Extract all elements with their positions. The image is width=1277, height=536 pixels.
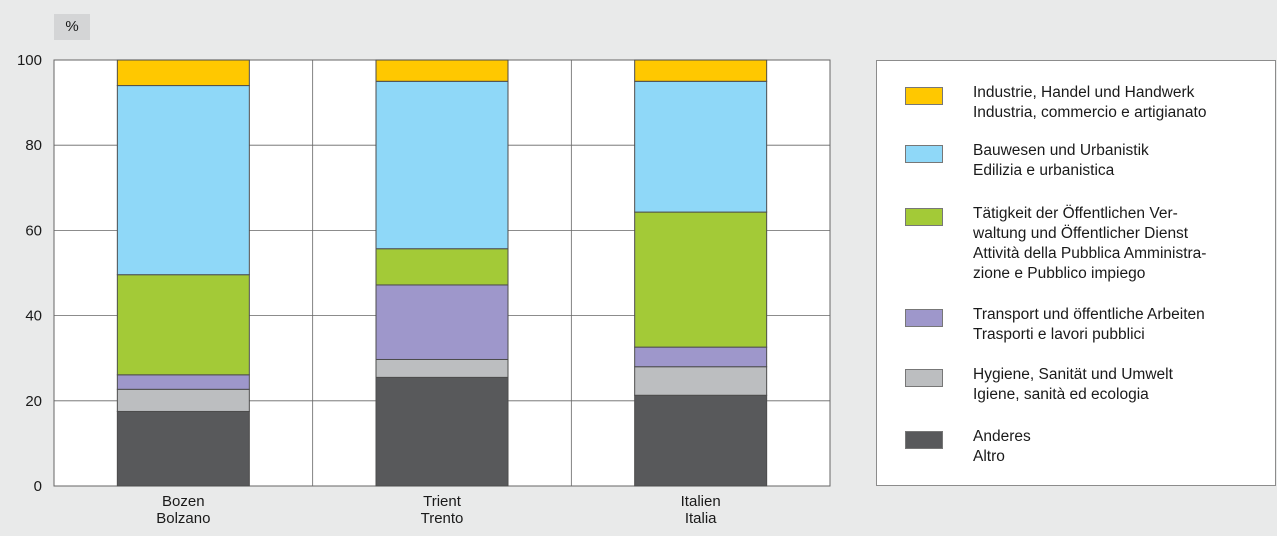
legend-label-line: Edilizia e urbanistica [973, 162, 1115, 179]
legend-label: Transport und öffentliche Arbeiten Traspo… [973, 305, 1205, 345]
bar-segment [375, 284, 509, 360]
legend-label-line: zione e Pubblico impiego [973, 265, 1146, 282]
bar-segment [116, 274, 250, 376]
x-tick-label: Trient [423, 493, 462, 510]
legend-swatch [905, 145, 943, 163]
legend-label: Anderes Altro [973, 427, 1031, 467]
legend-label: Bauwesen und Urbanistik Edilizia e urbani… [973, 141, 1149, 181]
bar-segment [116, 374, 250, 390]
y-tick-label: 100 [17, 52, 42, 69]
x-tick-label: Bolzano [156, 510, 210, 527]
legend-label-line: Industria, commercio e artigianato [973, 104, 1207, 121]
x-tick-label: Italia [685, 510, 717, 527]
bar-segment [375, 358, 509, 378]
legend-swatch [905, 369, 943, 387]
x-tick-label: Trento [421, 510, 464, 527]
legend-item: Transport und öffentliche Arbeiten Traspo… [905, 305, 1205, 345]
legend-swatch [905, 431, 943, 449]
legend-label-line: Anderes [973, 428, 1031, 445]
bar-segment [116, 59, 250, 87]
bar-segment [375, 80, 509, 250]
y-tick-label: 0 [34, 478, 42, 495]
y-tick-label: 60 [25, 222, 42, 239]
bar-segment [116, 388, 250, 412]
legend-label: Industrie, Handel und Handwerk Industria,… [973, 83, 1206, 123]
legend-label: Hygiene, Sanität und Umwelt Igiene, sanit… [973, 365, 1173, 405]
bar-segment [634, 366, 768, 396]
bar-segment [375, 248, 509, 286]
legend-label: Tätigkeit der Öffentlichen Ver-waltung u… [973, 204, 1206, 284]
legend-label-line: Attività della Pubblica Amministra- [973, 245, 1207, 262]
legend-label-line: Hygiene, Sanität und Umwelt [973, 366, 1173, 383]
legend-label-line: Transport und öffentliche Arbeiten [973, 306, 1205, 323]
legend: Industrie, Handel und Handwerk Industria,… [876, 60, 1276, 486]
bar-segment [634, 59, 768, 82]
legend-item: Bauwesen und Urbanistik Edilizia e urbani… [905, 141, 1149, 181]
x-tick-label: Bozen [162, 493, 205, 510]
legend-item: Hygiene, Sanität und Umwelt Igiene, sanit… [905, 365, 1173, 405]
legend-label-line: waltung und Öffentlicher Dienst [973, 225, 1189, 242]
y-tick-label: 80 [25, 137, 42, 154]
legend-swatch [905, 309, 943, 327]
legend-item: Anderes Altro [905, 427, 1031, 467]
legend-label-line: Industrie, Handel und Handwerk [973, 84, 1195, 101]
legend-item: Tätigkeit der Öffentlichen Ver-waltung u… [905, 204, 1206, 284]
bar-segment [116, 85, 250, 276]
legend-swatch [905, 208, 943, 226]
bar-segment [375, 376, 509, 487]
legend-label-line: Igiene, sanità ed ecologia [973, 386, 1149, 403]
y-tick-label: 20 [25, 393, 42, 410]
bar-segment [634, 394, 768, 487]
bar-segment [116, 410, 250, 487]
bar-segment [634, 211, 768, 348]
legend-label-line: Altro [973, 448, 1005, 465]
legend-label-line: Tätigkeit der Öffentlichen Ver- [973, 205, 1178, 222]
legend-label-line: Trasporti e lavori pubblici [973, 326, 1145, 343]
unit-label: % [54, 14, 90, 40]
x-tick-label: Italien [681, 493, 721, 510]
bar-segment [375, 59, 509, 82]
legend-label-line: Bauwesen und Urbanistik [973, 142, 1149, 159]
bar-segment [634, 346, 768, 368]
bar-segment [634, 80, 768, 213]
legend-swatch [905, 87, 943, 105]
legend-item: Industrie, Handel und Handwerk Industria,… [905, 83, 1206, 123]
y-tick-label: 40 [25, 308, 42, 325]
